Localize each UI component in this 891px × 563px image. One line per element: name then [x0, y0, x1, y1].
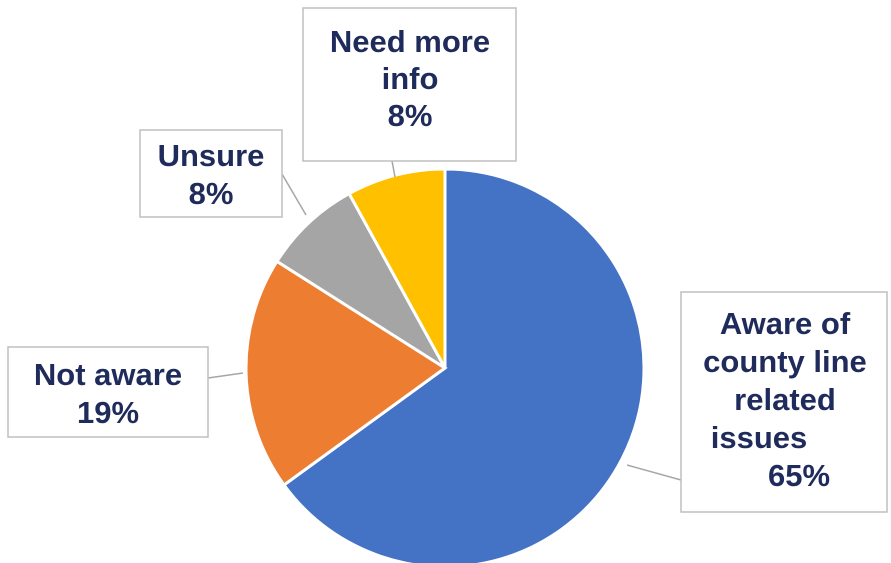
data-label-2: Unsure 8% — [158, 138, 265, 211]
data-label-0: Aware of county line related issues 65% — [703, 306, 867, 493]
pie-slice-2 — [274, 191, 447, 370]
data-label-box-1 — [7, 346, 209, 438]
data-label-line: Aware of — [720, 306, 851, 341]
data-label-line: Unsure — [158, 138, 265, 173]
pie-slice-3 — [347, 167, 447, 369]
leader-line-2 — [281, 173, 307, 216]
data-label-line: 8% — [189, 176, 234, 211]
data-label-line: Need more — [330, 24, 490, 59]
data-label-1: Not aware 19% — [34, 357, 182, 430]
data-label-line: issues — [711, 420, 808, 455]
data-label-box-3 — [302, 7, 517, 162]
data-label-box-0 — [680, 291, 888, 513]
data-label-box-2 — [139, 129, 283, 218]
data-label-line: 8% — [388, 98, 433, 133]
leader-line-0 — [626, 464, 682, 481]
data-label-3: Need more info 8% — [330, 24, 490, 133]
data-label-line: Not aware — [34, 357, 182, 392]
leader-line-1 — [207, 372, 244, 379]
data-label-line: county line — [703, 344, 867, 379]
data-label-line: 65% — [768, 458, 830, 493]
data-label-line: 19% — [77, 395, 139, 430]
pie-slice-0 — [281, 167, 646, 563]
data-label-line: info — [382, 61, 439, 96]
data-label-line: related — [734, 382, 836, 417]
pie-slice-1 — [244, 259, 448, 488]
leader-line-3 — [391, 160, 396, 178]
